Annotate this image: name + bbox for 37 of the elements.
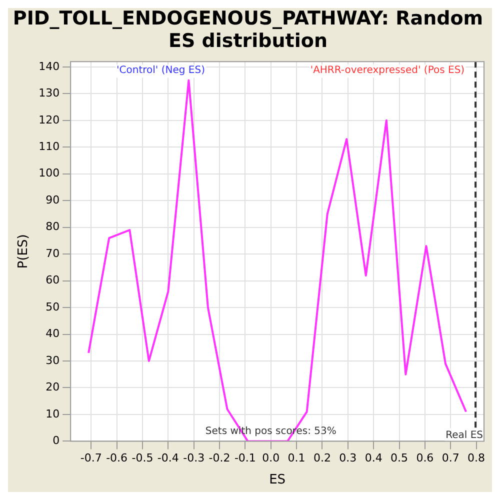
y-tick-label: 70 bbox=[46, 246, 60, 260]
y-tick-label: 50 bbox=[46, 300, 60, 314]
y-tick-label: 20 bbox=[46, 380, 60, 394]
y-tick-label: 110 bbox=[38, 140, 60, 154]
y-tick-label: 100 bbox=[38, 166, 60, 180]
chart-title: PID_TOLL_ENDOGENOUS_PATHWAY: Random ES distribution bbox=[12, 7, 484, 52]
x-tick-label: -0.7 bbox=[80, 452, 102, 465]
x-tick-label: 0.5 bbox=[390, 452, 408, 465]
y-tick-label: 80 bbox=[46, 220, 60, 234]
y-tick-label: 10 bbox=[46, 407, 60, 420]
y-tick-label: 140 bbox=[38, 60, 60, 73]
y-tick-label: 40 bbox=[46, 327, 60, 340]
x-tick-label: -0.3 bbox=[183, 452, 205, 465]
x-tick-label: 0.0 bbox=[262, 452, 280, 465]
x-tick-label: 0.3 bbox=[339, 452, 357, 465]
annotation: 'AHRR-overexpressed' (Pos ES) bbox=[310, 65, 465, 76]
y-tick-label: 30 bbox=[46, 354, 60, 367]
ref-line-label: Real ES bbox=[446, 430, 483, 441]
x-tick-label: -0.4 bbox=[157, 452, 179, 465]
x-tick-label: -0.5 bbox=[132, 452, 154, 465]
x-tick-label: 0.8 bbox=[468, 452, 486, 465]
x-tick-label: 0.6 bbox=[416, 452, 434, 465]
y-tick-label: 60 bbox=[46, 274, 60, 287]
x-tick-label: -0.6 bbox=[106, 452, 128, 465]
x-axis-title: ES bbox=[269, 472, 286, 488]
x-tick-label: 0.2 bbox=[313, 452, 331, 465]
x-tick-label: 0.1 bbox=[288, 452, 306, 465]
y-tick-label: 0 bbox=[52, 434, 60, 448]
x-tick-label: 0.4 bbox=[364, 452, 382, 465]
y-tick-label: 130 bbox=[38, 86, 60, 100]
y-tick-label: 120 bbox=[38, 113, 60, 126]
x-tick-label: -0.2 bbox=[208, 452, 230, 465]
y-axis-title: P(ES) bbox=[16, 234, 32, 269]
x-tick-label: -0.1 bbox=[234, 452, 256, 465]
x-tick-label: 0.7 bbox=[442, 452, 460, 465]
y-tick-label: 90 bbox=[46, 193, 60, 206]
annotation: 'Control' (Neg ES) bbox=[116, 65, 206, 76]
